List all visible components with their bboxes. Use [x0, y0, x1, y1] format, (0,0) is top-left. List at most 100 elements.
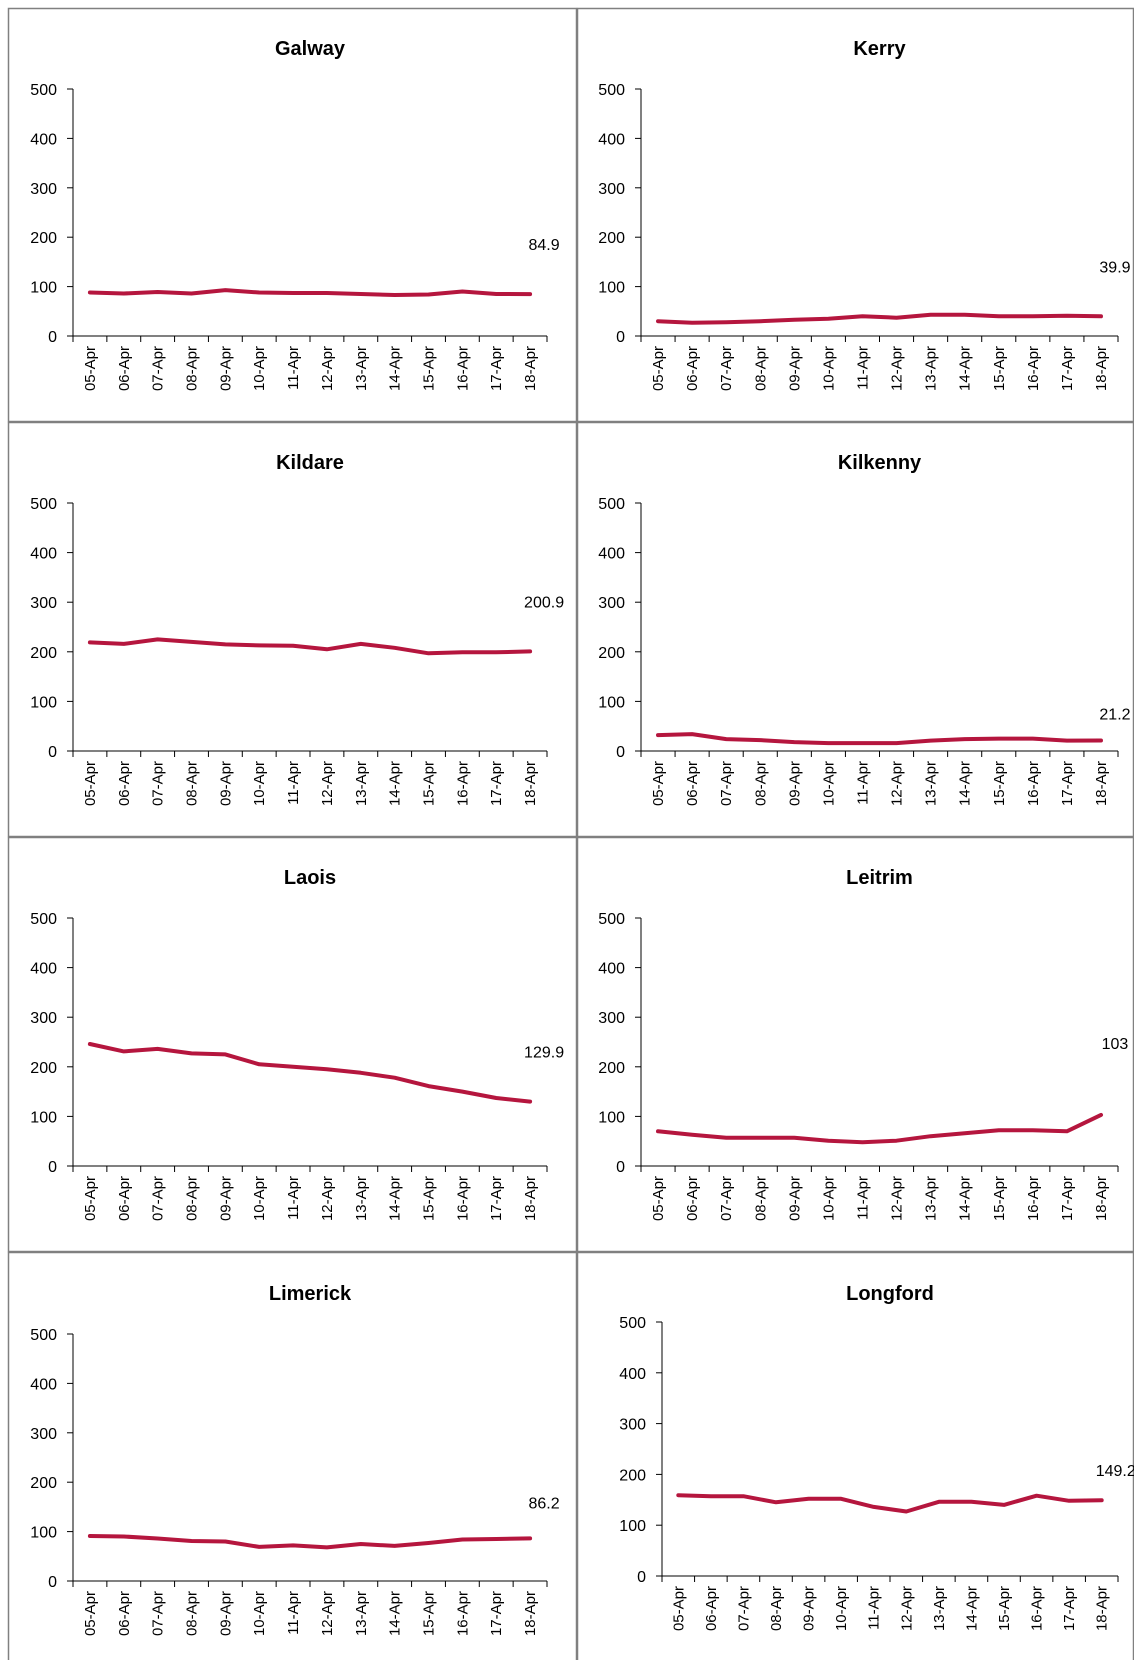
x-tick-label: 08-Apr [184, 1176, 201, 1221]
chart-kerry: Kerry 0 100 200 300 400 500 05-Apr 06-Apr 07-Apr 0… [598, 38, 1130, 391]
series-line [676, 1493, 1104, 1514]
chart-longford: Longford 0 100 200 300 400 500 05-Apr 06-Apr 07-A… [619, 1283, 1134, 1631]
y-tick-label: 500 [598, 496, 625, 513]
x-tick-label: 06-Apr [703, 1586, 720, 1631]
chart-kilkenny: Kilkenny 0 100 200 300 400 500 05-Apr 06-Apr 07-A… [598, 452, 1130, 806]
x-tick-label: 07-Apr [150, 1591, 167, 1636]
panel-border-8 [576, 1251, 1134, 1660]
x-tick-label: 13-Apr [353, 1176, 370, 1221]
x-tick-label: 17-Apr [488, 1591, 505, 1636]
x-tick-label: 15-Apr [421, 761, 438, 806]
x-tick-label: 12-Apr [319, 1591, 336, 1636]
y-tick-label: 100 [30, 694, 57, 711]
y-tick-label: 300 [30, 1010, 57, 1027]
x-tick-label: 16-Apr [454, 1591, 471, 1636]
x-tick-label: 08-Apr [768, 1586, 785, 1631]
x-tick-label: 08-Apr [184, 1591, 201, 1636]
y-tick-label: 200 [598, 645, 625, 662]
x-tick-label: 12-Apr [319, 761, 336, 806]
chart-title: Kilkenny [838, 452, 922, 474]
x-tick-label: 15-Apr [421, 346, 438, 391]
x-tick-label: 08-Apr [184, 346, 201, 391]
y-tick-label: 100 [30, 280, 57, 297]
y-tick-label: 200 [598, 1060, 625, 1077]
x-tick-label: 14-Apr [387, 761, 404, 806]
y-tick-label: 300 [598, 181, 625, 198]
x-tick-label: 18-Apr [522, 1591, 539, 1636]
y-tick-label: 200 [30, 1475, 57, 1492]
y-tick-label: 400 [30, 131, 57, 148]
x-tick-label: 07-Apr [718, 761, 735, 806]
x-tick-label: 12-Apr [319, 1176, 336, 1221]
x-tick-label: 16-Apr [454, 346, 471, 391]
chart-title: Leitrim [846, 867, 913, 889]
x-tick-label: 13-Apr [923, 1176, 940, 1221]
y-tick-label: 200 [619, 1467, 646, 1484]
y-tick-label: 200 [30, 1060, 57, 1077]
x-tick-label: 08-Apr [752, 346, 769, 391]
x-tick-label: 08-Apr [752, 761, 769, 806]
x-tick-label: 10-Apr [820, 1176, 837, 1221]
x-tick-label: 05-Apr [82, 346, 99, 391]
x-tick-label: 18-Apr [1093, 1176, 1110, 1221]
x-tick-label: 11-Apr [866, 1586, 883, 1630]
series-line [87, 288, 533, 297]
x-tick-label: 13-Apr [353, 346, 370, 391]
x-tick-label: 14-Apr [963, 1586, 980, 1631]
chart-title: Laois [284, 867, 336, 889]
x-tick-label: 13-Apr [923, 346, 940, 391]
data-label: 129.9 [524, 1045, 564, 1062]
x-tick-label: 09-Apr [217, 346, 234, 391]
x-tick-label: 10-Apr [833, 1586, 850, 1631]
chart-kildare: Kildare 0 100 200 300 400 500 05-Apr 06-Apr 07-Ap… [30, 452, 564, 806]
x-tick-label: 15-Apr [421, 1176, 438, 1221]
x-tick-label: 08-Apr [184, 761, 201, 806]
data-label: 84.9 [529, 237, 560, 254]
y-tick-label: 100 [598, 1109, 625, 1126]
x-tick-label: 10-Apr [251, 1176, 268, 1221]
x-tick-label: 14-Apr [387, 1176, 404, 1221]
x-tick-label: 17-Apr [1059, 346, 1076, 391]
series-line [87, 637, 533, 656]
y-tick-label: 100 [619, 1518, 646, 1535]
x-tick-label: 07-Apr [150, 1176, 167, 1221]
y-tick-label: 300 [30, 595, 57, 612]
x-tick-label: 11-Apr [285, 1176, 302, 1220]
y-tick-label: 100 [30, 1109, 57, 1126]
y-tick-label: 400 [30, 546, 57, 563]
x-tick-label: 17-Apr [488, 346, 505, 391]
x-tick-label: 09-Apr [786, 1176, 803, 1221]
x-tick-label: 12-Apr [898, 1586, 915, 1631]
x-tick-label: 17-Apr [1059, 761, 1076, 806]
x-tick-label: 16-Apr [454, 1176, 471, 1221]
x-tick-label: 16-Apr [1025, 346, 1042, 391]
series-line [87, 1534, 533, 1550]
y-tick-label: 0 [48, 329, 57, 346]
x-tick-label: 12-Apr [889, 1176, 906, 1221]
x-tick-label: 10-Apr [251, 346, 268, 391]
x-tick-label: 14-Apr [957, 1176, 974, 1221]
y-tick-label: 300 [598, 595, 625, 612]
x-tick-label: 11-Apr [854, 1176, 871, 1220]
y-tick-label: 200 [598, 230, 625, 247]
x-tick-label: 13-Apr [353, 761, 370, 806]
y-tick-label: 500 [598, 911, 625, 928]
x-tick-label: 05-Apr [650, 1176, 667, 1221]
x-tick-label: 17-Apr [1059, 1176, 1076, 1221]
x-tick-label: 14-Apr [387, 346, 404, 391]
x-tick-label: 06-Apr [116, 761, 133, 806]
panel-border-1 [7, 7, 578, 423]
y-tick-label: 0 [48, 1574, 57, 1591]
x-tick-label: 11-Apr [285, 1591, 302, 1635]
y-tick-label: 500 [598, 82, 625, 99]
series-line [656, 312, 1103, 325]
y-tick-label: 100 [30, 1525, 57, 1542]
x-tick-label: 13-Apr [931, 1586, 948, 1631]
chart-galway: Galway 0 100 200 300 400 500 05-Apr 06-Apr 07-Apr… [30, 38, 559, 391]
x-tick-label: 05-Apr [670, 1586, 687, 1631]
chart-title: Limerick [269, 1283, 352, 1305]
chart-title: Kildare [276, 452, 344, 474]
x-tick-label: 18-Apr [1094, 1586, 1111, 1631]
